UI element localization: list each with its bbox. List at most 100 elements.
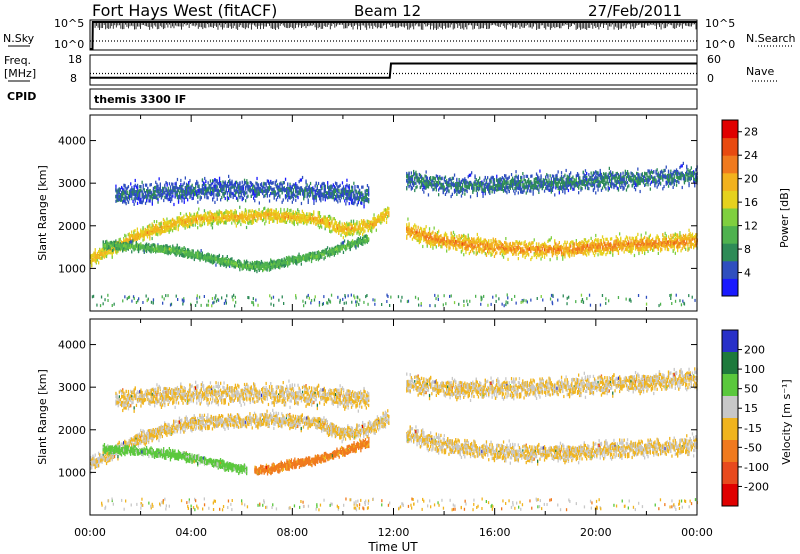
range-cell	[94, 248, 96, 252]
range-cell	[329, 250, 331, 254]
range-cell	[112, 248, 115, 252]
range-cell	[198, 251, 200, 255]
range-cell	[263, 268, 265, 272]
range-cell	[197, 181, 199, 185]
range-cell	[231, 257, 233, 261]
range-cell	[227, 260, 230, 264]
range-cell	[299, 220, 301, 224]
range-cell	[344, 223, 347, 227]
range-cell	[175, 193, 177, 197]
range-cell	[234, 221, 236, 225]
range-cell	[256, 188, 258, 192]
range-cell	[140, 200, 142, 205]
range-cell	[201, 216, 203, 220]
range-cell	[98, 250, 100, 254]
range-cell	[104, 251, 107, 255]
range-cell	[200, 253, 202, 257]
range-cell	[377, 215, 380, 219]
range-cell	[317, 224, 319, 228]
range-cell	[308, 213, 310, 217]
range-cell	[111, 255, 113, 259]
noise-right-tick-top: 10^5	[705, 17, 735, 30]
range-cell	[142, 230, 144, 234]
range-cell	[271, 191, 273, 195]
range-cell	[126, 190, 128, 194]
range-cell	[93, 252, 95, 256]
range-cell	[243, 219, 245, 223]
range-cell	[171, 218, 174, 222]
range-cell	[284, 220, 286, 224]
range-cell	[150, 227, 152, 231]
range-cell	[132, 236, 134, 241]
range-cell	[374, 222, 376, 227]
cpid-program: themis 3300 IF	[94, 93, 186, 106]
range-cell	[140, 232, 142, 236]
noise-right-label: N.Search	[746, 32, 796, 45]
range-cell	[150, 244, 152, 248]
range-cell	[212, 189, 214, 193]
range-cell	[224, 196, 226, 201]
range-cell	[226, 255, 228, 259]
range-cell	[200, 196, 202, 200]
range-cell	[128, 197, 131, 201]
range-cell	[219, 217, 221, 221]
range-cell	[153, 226, 155, 230]
range-cell	[380, 217, 382, 221]
range-cell	[175, 227, 177, 231]
range-cell	[323, 221, 325, 225]
range-cell	[134, 229, 136, 233]
range-cell	[282, 198, 284, 202]
range-cell	[153, 220, 155, 224]
range-cell	[125, 234, 127, 238]
range-cell	[306, 221, 308, 225]
range-cell	[365, 223, 367, 227]
range-cell	[231, 221, 233, 225]
range-cell	[292, 255, 294, 259]
range-cell	[206, 253, 208, 257]
range-cell	[108, 244, 110, 248]
range-cell	[216, 197, 218, 201]
range-cell	[287, 198, 289, 202]
range-cell	[231, 179, 233, 183]
range-cell	[160, 222, 162, 226]
range-cell	[321, 225, 323, 229]
range-cell	[206, 256, 208, 260]
range-cell	[334, 247, 337, 252]
range-cell	[158, 247, 160, 251]
range-cell	[260, 266, 263, 270]
range-cell	[98, 261, 100, 265]
range-cell	[101, 256, 103, 260]
range-cell	[169, 190, 172, 194]
range-cell	[210, 213, 212, 217]
range-cell	[144, 230, 146, 234]
range-cell	[129, 236, 132, 240]
range-cell	[275, 210, 277, 214]
range-cell	[245, 181, 247, 185]
range-cell	[241, 180, 243, 184]
range-cell	[152, 224, 154, 228]
range-cell	[189, 212, 191, 216]
range-cell	[288, 215, 290, 219]
range-cell	[216, 221, 218, 225]
range-cell	[176, 177, 179, 182]
range-cell	[215, 187, 217, 191]
range-cell	[103, 251, 105, 255]
range-cell	[279, 194, 281, 198]
range-cell	[275, 216, 277, 220]
range-cell	[103, 249, 105, 253]
range-cell	[317, 219, 319, 224]
range-cell	[207, 211, 209, 215]
range-cell	[197, 184, 199, 188]
range-cell	[271, 187, 273, 191]
range-cell	[132, 239, 134, 243]
range-cell	[131, 194, 133, 198]
range-cell	[321, 255, 323, 259]
range-cell	[305, 179, 307, 183]
range-cell	[201, 251, 203, 255]
range-cell	[136, 197, 139, 201]
range-cell	[151, 232, 153, 236]
range-cell	[268, 220, 270, 224]
range-cell	[282, 217, 284, 222]
range-cell	[123, 244, 125, 248]
range-cell	[128, 244, 131, 248]
